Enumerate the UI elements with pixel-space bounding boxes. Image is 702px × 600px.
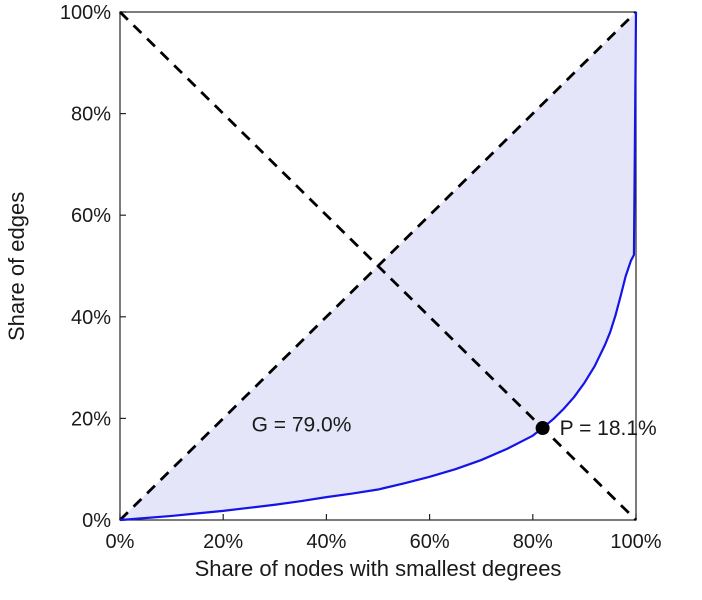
x-tick-label: 100% [610,531,661,553]
y-tick-label: 0% [82,510,111,532]
x-axis-title: Share of nodes with smallest degrees [194,556,562,581]
annotation-pivot: P = 18.1% [560,417,657,440]
x-tick-label: 60% [410,531,450,553]
y-tick-label: 60% [71,205,111,227]
x-tick-label: 0% [106,531,135,553]
y-tick-label: 80% [71,104,111,126]
x-tick-label: 40% [306,531,346,553]
y-tick-label: 40% [71,307,111,329]
y-tick-label: 20% [71,408,111,430]
lorenz-curve-line [119,11,638,522]
annotation-gini: G = 79.0% [252,413,352,436]
y-tick-label: 100% [60,2,111,24]
x-tick-label: 80% [513,531,553,553]
anti-diagonal-line [119,11,637,521]
axis-box [119,11,637,521]
x-tick-label: 20% [203,531,243,553]
intersection-point [535,421,550,436]
y-axis-title: Share of edges [4,191,29,341]
